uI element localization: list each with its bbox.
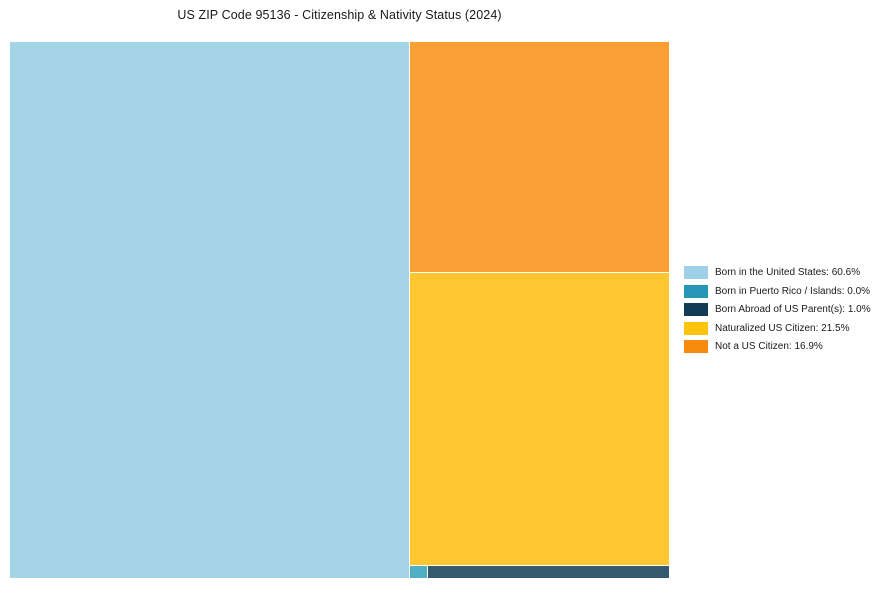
chart-title: US ZIP Code 95136 - Citizenship & Nativi… (177, 8, 502, 22)
chart-legend: Born in the United States: 60.6% Born in … (684, 266, 871, 359)
legend-label: Born Abroad of US Parent(s): 1.0% (715, 304, 871, 315)
legend-swatch-not-a-us-citizen (684, 340, 708, 353)
legend-swatch-naturalized-us-citizen (684, 321, 708, 335)
legend-label: Not a US Citizen: 16.9% (715, 341, 823, 352)
legend-label: Born in Puerto Rico / Islands: 0.0% (715, 285, 871, 297)
treemap-cell-born-in-the-united-states (10, 42, 409, 578)
legend-item-naturalized-us-citizen: Naturalized US Citizen: 21.5% (684, 321, 871, 335)
legend-swatch-born-in-puerto-rico-islands (684, 284, 708, 298)
treemap-cell-born-abroad-of-us-parent-s (428, 566, 669, 578)
legend-item-born-abroad-of-us-parent-s: Born Abroad of US Parent(s): 1.0% (684, 303, 871, 316)
legend-swatch-born-in-the-united-states (684, 266, 708, 279)
treemap-cell-not-a-us-citizen (410, 42, 669, 272)
treemap-cell-naturalized-us-citizen (410, 273, 669, 565)
legend-item-born-in-the-united-states: Born in the United States: 60.6% (684, 266, 871, 279)
treemap-cell-born-in-puerto-rico-islands (410, 566, 427, 578)
legend-swatch-born-abroad-of-us-parent-s (684, 303, 708, 316)
legend-label: Born in the United States: 60.6% (715, 267, 861, 278)
legend-label: Naturalized US Citizen: 21.5% (715, 322, 850, 334)
legend-item-born-in-puerto-rico-islands: Born in Puerto Rico / Islands: 0.0% (684, 284, 871, 298)
treemap-chart (10, 42, 669, 578)
legend-item-not-a-us-citizen: Not a US Citizen: 16.9% (684, 340, 871, 353)
